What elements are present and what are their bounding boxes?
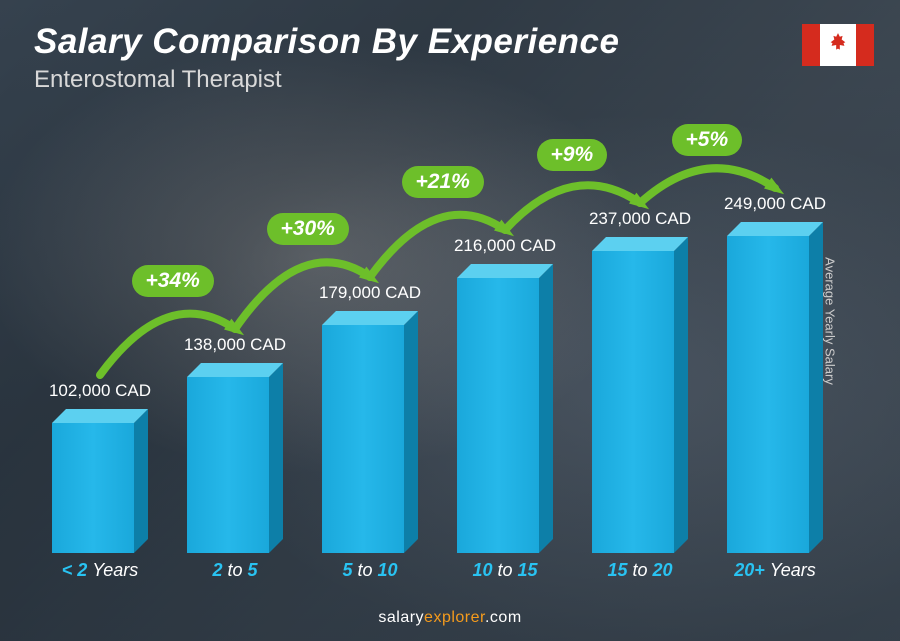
bar-front bbox=[52, 423, 134, 553]
country-flag-canada bbox=[802, 24, 874, 66]
bar-front bbox=[187, 377, 269, 553]
increase-pct-badge: +34% bbox=[132, 265, 214, 297]
bar-chart: 102,000 CAD< 2 Years138,000 CAD2 to 5179… bbox=[40, 81, 850, 581]
bar-category-label: 15 to 20 bbox=[575, 560, 705, 581]
bar-front bbox=[592, 251, 674, 553]
bar-category-label: 2 to 5 bbox=[170, 560, 300, 581]
bar-side bbox=[404, 311, 418, 553]
bar-front bbox=[727, 236, 809, 553]
bar-side bbox=[674, 237, 688, 553]
bar-3d bbox=[457, 278, 553, 553]
bar-category-label: 20+ Years bbox=[710, 560, 840, 581]
bar-3d bbox=[52, 423, 148, 553]
bar-3d bbox=[727, 236, 823, 553]
bar-side bbox=[269, 363, 283, 553]
flag-stripe-right bbox=[856, 24, 874, 66]
bar-3d bbox=[592, 251, 688, 553]
increase-pct-badge: +9% bbox=[537, 139, 608, 171]
maple-leaf-icon bbox=[827, 33, 849, 57]
brand-suffix: .com bbox=[485, 609, 522, 626]
bar-side bbox=[134, 409, 148, 553]
chart-title: Salary Comparison By Experience bbox=[34, 22, 866, 62]
flag-stripe-left bbox=[802, 24, 820, 66]
bar-top bbox=[727, 222, 823, 236]
bar-3d bbox=[322, 325, 418, 553]
flag-center bbox=[820, 24, 856, 66]
bar-side bbox=[539, 264, 553, 553]
brand-accent: explorer bbox=[424, 609, 485, 626]
increase-pct-badge: +30% bbox=[267, 213, 349, 245]
bar-category-label: 10 to 15 bbox=[440, 560, 570, 581]
brand-prefix: salary bbox=[378, 609, 424, 626]
bar-front bbox=[457, 278, 539, 553]
bar-category-label: 5 to 10 bbox=[305, 560, 435, 581]
footer-brand: salaryexplorer.com bbox=[0, 609, 900, 627]
increase-pct-badge: +21% bbox=[402, 166, 484, 198]
bar-category-label: < 2 Years bbox=[35, 560, 165, 581]
increase-pct-badge: +5% bbox=[672, 124, 743, 156]
bar-front bbox=[322, 325, 404, 553]
bar-3d bbox=[187, 377, 283, 553]
bar-side bbox=[809, 222, 823, 553]
bar-top bbox=[52, 409, 148, 423]
